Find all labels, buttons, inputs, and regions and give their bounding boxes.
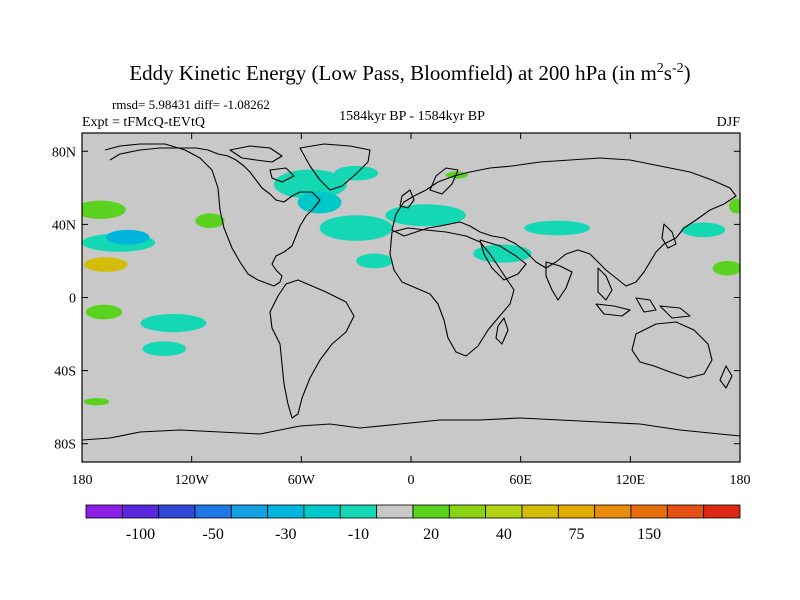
anomaly-region-21 [729,198,740,214]
x-tick-label: 120W [175,473,210,488]
colorbar-label: -100 [126,526,155,543]
colorbar-box-5 [230,504,269,519]
colorbar-box-15 [594,504,632,519]
y-tick-label: 80S [54,438,76,453]
colorbar-box-3 [158,504,196,519]
colorbar-label: -30 [275,526,296,543]
anomaly-region-9 [83,398,110,406]
colorbar-box-16 [630,504,668,519]
colorbar-label: 20 [423,526,439,543]
colorbar-box-11 [448,504,487,519]
colorbar-box-9 [376,504,414,519]
coast-maritime-se-asia [595,297,691,319]
x-tick-label: 120E [616,473,646,488]
coast-north-america [104,143,321,287]
colorbar-label: 75 [569,526,585,543]
anomaly-region-5 [195,213,225,229]
colorbar-box-17 [666,504,705,519]
coast-british-isles [399,189,415,209]
coast-arctic-islands [229,145,295,183]
x-tick-label: 0 [408,473,415,488]
colorbar-box-10 [412,504,450,519]
colorbar-box-18 [703,504,741,519]
coast-eurasia [391,157,737,287]
colorbar [85,504,741,519]
colorbar-label: -10 [348,526,369,543]
coast-antarctica [82,417,740,441]
anomaly-region-20 [712,260,740,276]
coastlines [82,143,740,441]
coast-africa [389,227,515,357]
map-plot: 180 120W 60W 0 60E 120E 180 80N 40N 0 40S 80S [52,132,751,488]
coast-scandinavia [429,167,459,195]
coast-australia [631,321,713,379]
anomaly-region-14 [385,204,466,227]
coast-arabia [479,239,527,281]
anomaly-region-3 [83,257,128,272]
colorbar-label: 150 [637,526,661,543]
anomaly-region-7 [140,313,207,333]
coast-indochina [597,267,613,301]
chart-title: Eddy Kinetic Energy (Low Pass, Bloomfiel… [129,61,690,85]
colorbar-box-6 [267,504,305,519]
colorbar-box-13 [521,504,559,519]
anomaly-region-19 [681,222,726,238]
colorbar-box-2 [121,504,160,519]
y-tick-label: 80N [52,145,76,160]
colorbar-box-1 [85,504,123,519]
period-label: 1584kyr BP - 1584kyr BP [339,109,485,124]
colorbar-label: 40 [496,526,512,543]
anomaly-region-15 [356,253,393,269]
coast-new-zealand [719,365,733,389]
coast-madagascar [495,317,509,345]
anomaly-region-6 [85,304,123,320]
anomaly-region-4 [105,229,150,245]
map-background [82,133,740,462]
anomaly-region-11 [297,191,342,214]
colorbar-box-7 [303,504,341,519]
y-tick-label: 40N [52,218,76,233]
coast-india [545,261,573,301]
colorbar-box-14 [557,504,596,519]
colorbar-box-4 [194,504,232,519]
season-label: DJF [717,115,741,130]
colorbar-box-12 [485,504,523,519]
x-tick-label: 60W [288,473,316,488]
y-tick-label: 0 [69,292,76,307]
anomaly-region-12 [319,215,393,241]
x-tick-label: 180 [72,473,93,488]
experiment-label: Expt = tFMcQ-tEVtQ [82,115,205,130]
colorbar-box-8 [339,504,378,519]
anomaly-region-1 [82,200,126,219]
y-tick-label: 40S [54,365,76,380]
stats-label: rmsd= 5.98431 diff= -1.08262 [112,97,270,112]
coast-greenland [299,143,371,191]
anomaly-region-18 [524,220,591,236]
anomaly-region-8 [142,341,187,356]
coast-japan [661,223,677,249]
colorbar-label: -50 [203,526,224,543]
x-tick-label: 180 [730,473,751,488]
x-tick-label: 60E [509,473,532,488]
coast-south-america [269,279,355,419]
anomaly-region-17 [473,244,532,263]
